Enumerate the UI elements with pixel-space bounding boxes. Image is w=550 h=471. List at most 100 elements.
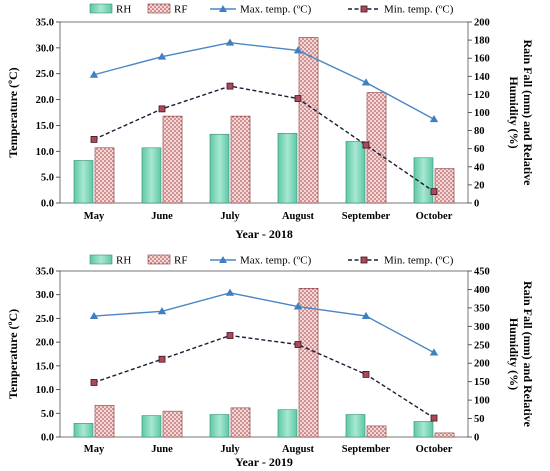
x-tick-label: September xyxy=(342,211,391,222)
bar-rh xyxy=(345,141,366,204)
y-tick-label: 10.0 xyxy=(36,147,54,158)
bar-rh xyxy=(141,147,162,204)
max-temp-point xyxy=(89,70,99,78)
x-tick-label: June xyxy=(151,444,173,455)
plot-area xyxy=(59,270,469,438)
y2-tick-label: 20 xyxy=(474,180,485,191)
y2-tick-label: 60 xyxy=(474,144,485,155)
max-temp-point xyxy=(293,46,303,54)
max-temp-point xyxy=(293,302,303,310)
y2-tick-label: 400 xyxy=(474,285,490,296)
x-tick-label: October xyxy=(416,211,453,222)
legend-rf-label: RF xyxy=(174,4,187,16)
x-tick-label: August xyxy=(282,211,315,222)
y2-tick-label: 100 xyxy=(474,396,490,407)
y2-axis-title-line1: Rain Fall (mm) and Relative xyxy=(521,281,535,428)
min-temp-point xyxy=(294,95,302,102)
bar-rh xyxy=(73,160,94,204)
chart-2019: 0.0 5.0 10.0 15.0 20.0 25.0 30.0 35.0 0 50 100 150 2… xyxy=(6,255,535,470)
min-temp-point xyxy=(90,379,98,386)
y-tick-label: 30.0 xyxy=(36,43,54,54)
legend-rf-label: RF xyxy=(174,255,187,267)
chart-2018: 0.0 5.0 10.0 15.0 20.0 25.0 30.0 35.0 0 20 40 60 80 1… xyxy=(6,4,535,242)
max-temp-point xyxy=(157,307,167,315)
bar-rh xyxy=(209,133,230,204)
max-temp-point xyxy=(225,38,235,46)
x-axis-title: Year - 2019 xyxy=(235,455,293,469)
min-temp-point xyxy=(158,105,166,113)
bar-rf xyxy=(162,115,183,204)
x-tick-label: July xyxy=(220,444,240,455)
y2-tick-label: 50 xyxy=(474,414,485,425)
y2-tick-label: 80 xyxy=(474,126,485,137)
x-tick-label: May xyxy=(84,211,105,222)
bar-rf xyxy=(94,147,115,204)
y-axis-title: Temperature (ºC) xyxy=(6,309,20,399)
bar-rh xyxy=(277,133,298,204)
min-temp-line xyxy=(93,334,435,419)
bar-rf xyxy=(298,288,319,438)
plot-area xyxy=(59,21,469,204)
legend-rf-swatch xyxy=(147,254,171,265)
bar-rf xyxy=(94,404,115,438)
bar-rh xyxy=(413,157,434,204)
x-tick-label: June xyxy=(151,211,173,222)
y2-tick-label: 0 xyxy=(474,433,479,444)
y2-axis-title-line2: Humidity (%) xyxy=(507,318,521,390)
legend-rh-swatch xyxy=(89,3,113,14)
legend-rf-swatch xyxy=(147,3,171,14)
legend-rh-swatch xyxy=(89,254,113,265)
min-temp-point xyxy=(362,141,370,149)
bar-rf xyxy=(162,410,183,438)
y-tick-label: 10.0 xyxy=(36,385,54,396)
y-tick-label: 20.0 xyxy=(36,95,54,106)
x-tick-label: May xyxy=(84,444,105,455)
max-temp-point xyxy=(429,115,439,123)
bar-rf xyxy=(366,425,387,438)
x-tick-label: July xyxy=(220,211,240,222)
bar-rh xyxy=(277,409,298,438)
y-tick-label: 25.0 xyxy=(36,69,54,80)
y-tick-label: 5.0 xyxy=(41,173,54,184)
y2-tick-label: 200 xyxy=(474,18,490,29)
y2-tick-label: 300 xyxy=(474,322,490,333)
min-temp-point xyxy=(158,355,166,363)
y2-tick-label: 350 xyxy=(474,303,490,314)
y2-tick-label: 250 xyxy=(474,340,490,351)
bar-rf xyxy=(298,37,319,204)
legend-min-marker xyxy=(360,5,368,13)
y2-tick-label: 140 xyxy=(474,72,490,83)
min-temp-point xyxy=(430,188,438,196)
max-temp-line xyxy=(93,41,435,120)
y2-axis-title-line1: Rain Fall (mm) and Relative xyxy=(521,40,535,187)
y-tick-label: 35.0 xyxy=(36,267,54,278)
y2-axis-title-line2: Humidity (%) xyxy=(507,76,521,148)
bar-rh xyxy=(345,414,366,438)
max-temp-point xyxy=(361,311,371,319)
legend-rh-label: RH xyxy=(116,4,131,16)
min-temp-line xyxy=(93,85,435,193)
legend-rh-label: RH xyxy=(116,255,131,267)
y-tick-label: 0.0 xyxy=(41,199,54,210)
y-axis-title: Temperature (ºC) xyxy=(6,67,20,157)
y2-tick-label: 40 xyxy=(474,162,485,173)
min-temp-point xyxy=(90,135,98,143)
legend-min-label: Min. temp. (ºC) xyxy=(384,4,454,16)
bar-rh xyxy=(141,415,162,438)
y-tick-label: 0.0 xyxy=(41,433,54,444)
max-temp-line xyxy=(93,292,435,354)
legend-min-marker xyxy=(360,256,368,264)
max-temp-point xyxy=(429,348,439,356)
legend-max-label: Max. temp. (ºC) xyxy=(240,4,312,16)
y2-tick-label: 150 xyxy=(474,377,490,388)
bar-rf xyxy=(230,407,251,438)
y-tick-label: 30.0 xyxy=(36,290,54,301)
bar-rh xyxy=(413,421,434,438)
max-temp-point xyxy=(157,52,167,60)
min-temp-point xyxy=(226,82,234,90)
y2-tick-label: 200 xyxy=(474,359,490,370)
y-tick-label: 20.0 xyxy=(36,338,54,349)
max-temp-point xyxy=(225,288,235,296)
y-tick-label: 5.0 xyxy=(41,409,54,420)
